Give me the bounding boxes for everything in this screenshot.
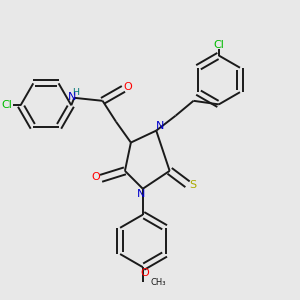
Text: O: O	[91, 172, 100, 182]
Text: N: N	[68, 92, 76, 102]
Text: H: H	[72, 88, 79, 97]
Text: N: N	[156, 121, 164, 131]
Text: CH₃: CH₃	[150, 278, 166, 286]
Text: S: S	[189, 180, 197, 190]
Text: O: O	[140, 268, 149, 278]
Text: O: O	[124, 82, 132, 92]
Text: Cl: Cl	[1, 100, 12, 110]
Text: Cl: Cl	[213, 40, 224, 50]
Text: N: N	[137, 189, 146, 199]
